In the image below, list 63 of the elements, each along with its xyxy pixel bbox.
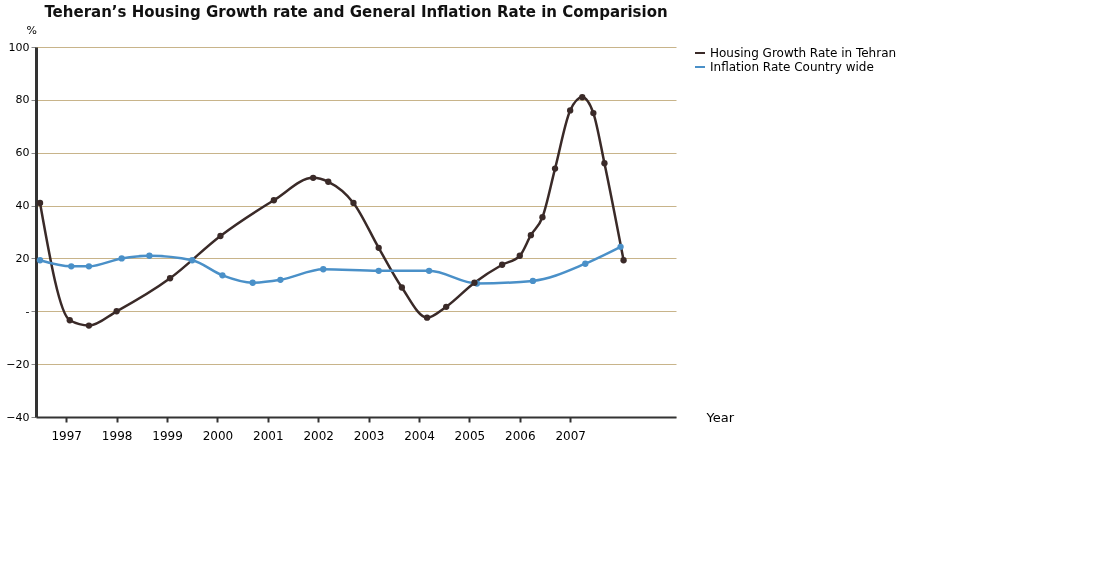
point	[66, 317, 73, 324]
point	[590, 109, 597, 117]
point	[310, 174, 317, 181]
y-tick-label: −40	[6, 410, 30, 424]
legend-label: Inflation Rate Country wide	[710, 60, 874, 74]
x-tick-label: 2003	[353, 428, 385, 443]
point	[423, 314, 431, 321]
point	[118, 255, 125, 262]
point	[68, 263, 75, 270]
point	[498, 261, 506, 268]
y-tick-label: 40	[15, 199, 30, 213]
x-tick-label: 2001	[253, 428, 284, 443]
point	[398, 284, 406, 291]
point	[270, 197, 278, 204]
y-tick-label: 20	[15, 251, 30, 265]
point	[249, 279, 256, 286]
y-axis-title: %	[26, 23, 37, 37]
x-tick-label: 2000	[202, 428, 234, 443]
point	[582, 260, 589, 267]
point	[527, 232, 535, 239]
point	[217, 232, 224, 240]
point	[189, 257, 196, 264]
legend-label: Housing Growth Rate in Tehran	[710, 46, 897, 60]
point	[325, 178, 332, 185]
point	[277, 276, 284, 283]
point	[36, 199, 44, 207]
point	[425, 267, 433, 275]
point	[350, 199, 357, 207]
point	[443, 303, 450, 310]
x-tick-label: 1997	[51, 428, 83, 443]
point	[166, 275, 174, 282]
point	[320, 266, 327, 273]
x-tick-label: 2006	[505, 428, 536, 443]
point	[516, 252, 523, 259]
point	[529, 277, 537, 285]
x-axis-title: Year	[705, 409, 735, 425]
point	[539, 214, 546, 221]
x-tick-label: 1998	[101, 428, 133, 443]
point	[567, 107, 574, 114]
point	[579, 94, 586, 101]
point	[375, 244, 382, 252]
point	[219, 272, 226, 279]
point	[113, 308, 120, 315]
point	[551, 165, 559, 172]
point	[85, 263, 93, 270]
point	[601, 160, 608, 167]
y-tick-label: −20	[6, 357, 30, 371]
point	[617, 243, 624, 250]
point	[375, 267, 382, 275]
x-tick-label: 2004	[404, 428, 435, 443]
x-tick-label: 2005	[454, 428, 486, 443]
point	[620, 257, 627, 264]
point	[146, 252, 153, 259]
y-tick-label: 60	[15, 146, 30, 160]
y-tick-label: -	[25, 304, 30, 318]
x-tick-label: 2007	[555, 428, 586, 443]
y-tick-label: 80	[15, 93, 30, 107]
chart-title: Teheran’s Housing Growth rate and General Inflation Rate in Comparision	[44, 3, 668, 21]
x-tick-label: 1999	[152, 428, 183, 443]
point	[36, 257, 44, 264]
point	[85, 322, 93, 329]
y-tick-label: 100	[8, 40, 30, 54]
x-tick-label: 2002	[303, 428, 334, 443]
